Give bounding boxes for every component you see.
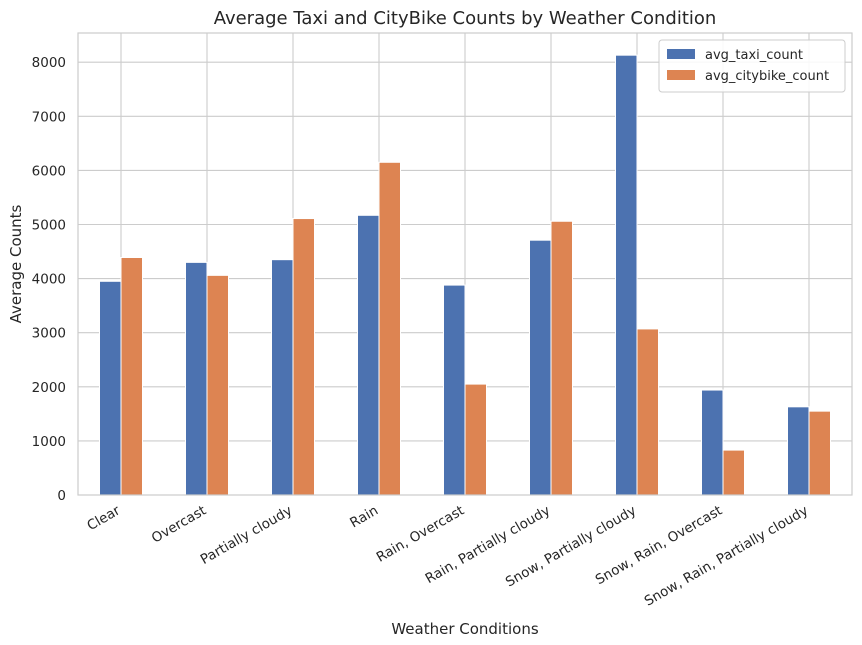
bar-avg_taxi_count-5 xyxy=(529,239,552,496)
x-tick-label: Overcast xyxy=(149,503,209,547)
y-tick-label: 2000 xyxy=(32,380,66,396)
bar-avg_citybike_count-3 xyxy=(378,161,401,496)
bar-avg_taxi_count-6 xyxy=(615,54,638,496)
x-axis-title: Weather Conditions xyxy=(391,620,539,638)
legend: avg_taxi_count avg_citybike_count xyxy=(658,39,846,93)
bar-avg_taxi_count-1 xyxy=(185,261,208,496)
bar-avg_taxi_count-7 xyxy=(701,389,724,496)
y-tick-label: 7000 xyxy=(32,109,66,125)
y-tick-label: 4000 xyxy=(32,272,66,288)
bar-avg_taxi_count-3 xyxy=(357,214,380,496)
bar-avg_citybike_count-1 xyxy=(206,274,229,496)
legend-box xyxy=(658,39,846,93)
legend-label-citybike: avg_citybike_count xyxy=(705,69,829,84)
y-tick-label: 3000 xyxy=(32,326,66,342)
bar-avg_taxi_count-2 xyxy=(271,259,294,496)
y-tick-label: 1000 xyxy=(32,434,66,450)
x-tick-label: Rain xyxy=(347,503,381,532)
bar-avg_citybike_count-4 xyxy=(464,383,487,496)
bar-avg_citybike_count-5 xyxy=(550,220,573,496)
x-tick-label: Clear xyxy=(84,502,123,534)
bar-avg_taxi_count-4 xyxy=(443,284,466,496)
y-tick-label: 6000 xyxy=(32,163,66,179)
legend-label-taxi: avg_taxi_count xyxy=(705,48,803,63)
y-axis-title: Average Counts xyxy=(7,204,25,323)
y-tick-label: 0 xyxy=(57,488,66,504)
chart-title: Average Taxi and CityBike Counts by Weat… xyxy=(214,8,717,29)
x-tick-label: Partially cloudy xyxy=(198,503,295,568)
bar-avg_citybike_count-7 xyxy=(722,449,745,496)
bar-avg_citybike_count-2 xyxy=(292,218,315,496)
bar-avg_taxi_count-8 xyxy=(787,406,810,496)
legend-swatch-citybike xyxy=(667,70,695,80)
bar-avg_citybike_count-8 xyxy=(808,410,831,496)
y-tick-labels: 0 1000 2000 3000 4000 5000 6000 7000 8000 xyxy=(32,55,66,504)
bar-avg_citybike_count-0 xyxy=(120,257,143,496)
legend-swatch-taxi xyxy=(667,49,695,59)
plot-area-frame xyxy=(77,32,853,496)
y-tick-label: 5000 xyxy=(32,218,66,234)
x-tick-label: Snow, Rain, Partially cloudy xyxy=(642,503,811,610)
bar-avg_taxi_count-0 xyxy=(99,280,122,496)
bar-avg_citybike_count-6 xyxy=(636,328,659,496)
y-tick-label: 8000 xyxy=(32,55,66,71)
